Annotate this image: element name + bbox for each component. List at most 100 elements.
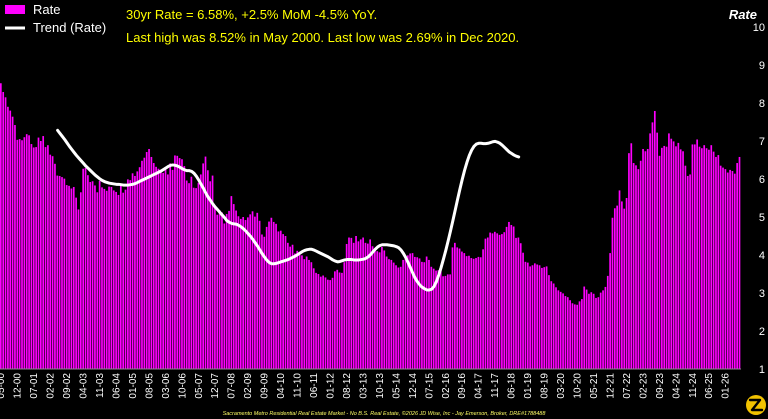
rate-bar bbox=[698, 146, 701, 369]
rate-bar bbox=[14, 125, 16, 369]
rate-bar bbox=[42, 136, 45, 369]
rate-bar bbox=[508, 221, 510, 369]
x-tick-label: 10-20 bbox=[573, 373, 584, 399]
x-tick-label: 11-24 bbox=[688, 373, 699, 398]
rate-bar bbox=[588, 293, 590, 369]
rate-bar bbox=[425, 256, 428, 369]
rate-bar bbox=[216, 214, 219, 369]
y-tick-label: 5 bbox=[759, 212, 765, 224]
rate-bar bbox=[47, 145, 49, 369]
rate-bar bbox=[289, 246, 292, 369]
x-tick-label: 01-19 bbox=[523, 373, 534, 399]
rate-bar bbox=[202, 163, 204, 369]
rate-bar bbox=[352, 242, 355, 369]
rate-bar bbox=[435, 270, 437, 369]
rate-bar bbox=[122, 192, 125, 369]
rate-bar bbox=[477, 256, 480, 369]
rate-bar bbox=[472, 258, 475, 369]
rate-bar bbox=[665, 146, 668, 369]
rate-bar bbox=[691, 144, 694, 369]
rate-bar bbox=[446, 274, 449, 369]
rate-bar bbox=[249, 214, 252, 369]
rate-bar bbox=[456, 247, 459, 369]
rate-bar bbox=[672, 141, 675, 369]
x-tick-label: 10-06 bbox=[177, 373, 188, 399]
rate-bar bbox=[705, 148, 708, 369]
y-tick-label: 7 bbox=[759, 136, 765, 148]
rate-bar bbox=[87, 175, 89, 369]
annotation-current-rate: 30yr Rate = 6.58%, +2.5% MoM -4.5% YoY. bbox=[126, 7, 377, 22]
rate-bar bbox=[32, 147, 35, 369]
rate-bar bbox=[239, 218, 242, 369]
rate-bar bbox=[296, 250, 299, 369]
rate-bar bbox=[583, 286, 586, 369]
x-tick-label: 05-00 bbox=[0, 373, 7, 399]
rate-bar bbox=[635, 165, 637, 369]
rate-bar bbox=[512, 226, 515, 369]
rate-bar bbox=[355, 236, 357, 369]
rate-bar bbox=[724, 169, 727, 369]
rate-bar bbox=[383, 250, 386, 369]
rate-bar bbox=[207, 170, 209, 369]
rate-bar bbox=[247, 217, 249, 369]
rate-bar bbox=[7, 106, 9, 370]
rate-bar bbox=[68, 185, 70, 369]
x-tick-label: 12-00 bbox=[13, 373, 24, 399]
annotation-high-low: Last high was 8.52% in May 2000. Last lo… bbox=[126, 30, 519, 45]
rate-bar bbox=[49, 154, 52, 369]
rate-bar bbox=[470, 258, 473, 369]
rate-bar bbox=[637, 169, 640, 369]
rate-bar bbox=[4, 97, 7, 370]
rate-bar bbox=[449, 274, 451, 369]
y-tick-label: 10 bbox=[753, 22, 765, 34]
x-tick-label: 06-04 bbox=[111, 373, 122, 399]
rate-bars bbox=[0, 83, 741, 370]
rate-bar bbox=[242, 217, 244, 369]
rate-bar bbox=[486, 237, 489, 369]
rate-bar bbox=[602, 290, 604, 369]
x-tick-label: 12-21 bbox=[605, 373, 616, 399]
rate-bar bbox=[11, 116, 14, 370]
rate-bar bbox=[110, 186, 113, 369]
rate-bar bbox=[256, 212, 259, 369]
rate-bar bbox=[171, 169, 174, 369]
rate-bar bbox=[362, 237, 364, 369]
rate-bar bbox=[458, 248, 461, 369]
rate-bar bbox=[258, 220, 261, 369]
rate-bar bbox=[374, 248, 376, 369]
rate-bar bbox=[451, 247, 454, 369]
y-tick-label: 4 bbox=[759, 250, 765, 262]
x-tick-label: 03-06 bbox=[161, 373, 172, 399]
rate-bar bbox=[639, 160, 642, 369]
rate-bar bbox=[254, 216, 256, 369]
rate-bar bbox=[157, 168, 160, 369]
rate-bar bbox=[319, 276, 322, 369]
rate-bar bbox=[517, 237, 520, 369]
rate-bar bbox=[350, 237, 353, 369]
rate-bar bbox=[533, 263, 536, 369]
x-tick-label: 11-10 bbox=[293, 373, 304, 398]
rate-bar bbox=[416, 257, 419, 369]
rate-bar bbox=[712, 151, 715, 369]
rate-bar bbox=[181, 159, 183, 369]
rate-bar bbox=[505, 226, 508, 369]
rate-bar bbox=[190, 176, 193, 369]
rate-bar bbox=[484, 238, 487, 369]
y-tick-label: 9 bbox=[759, 60, 765, 72]
rate-bar bbox=[376, 251, 379, 369]
x-tick-label: 04-17 bbox=[474, 373, 485, 399]
x-tick-label: 05-21 bbox=[589, 373, 600, 399]
rate-bar bbox=[235, 210, 237, 369]
rate-bar bbox=[404, 256, 407, 369]
rate-bar bbox=[91, 181, 94, 369]
rate-bar bbox=[310, 262, 313, 369]
legend-rate-label: Rate bbox=[33, 2, 60, 17]
rate-bar bbox=[677, 142, 680, 369]
rate-bar bbox=[550, 281, 553, 369]
legend-trend-label: Trend (Rate) bbox=[33, 20, 106, 35]
rate-bar bbox=[18, 139, 21, 369]
x-tick-label: 07-22 bbox=[622, 373, 633, 399]
rate-bar bbox=[494, 231, 496, 369]
rate-bar bbox=[625, 198, 628, 369]
